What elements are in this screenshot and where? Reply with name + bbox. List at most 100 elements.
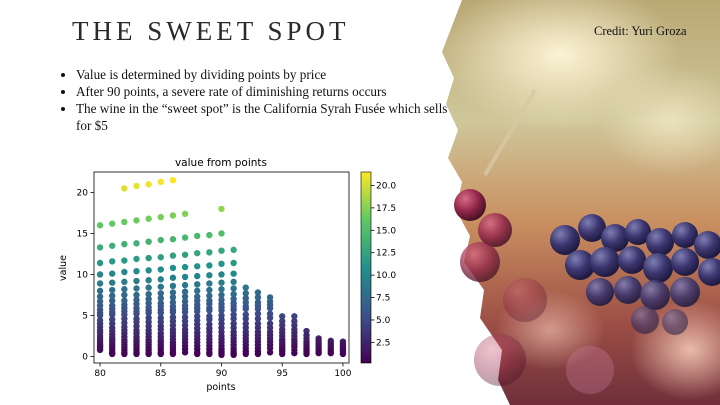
scatter-point	[169, 264, 177, 272]
scatter-point	[254, 315, 262, 322]
scatter-point	[206, 307, 213, 314]
scatter-point	[194, 249, 201, 257]
x-tick-label: 95	[276, 369, 287, 379]
scatter-point	[133, 291, 140, 299]
scatter-point	[230, 278, 237, 286]
scatter-point	[121, 257, 128, 264]
colorbar-tick-label: 12.5	[376, 249, 396, 259]
scatter-point	[109, 311, 116, 318]
scatter-point	[109, 220, 116, 227]
scatter-point	[133, 255, 140, 263]
scatter-point	[133, 267, 140, 275]
scatter-point	[157, 276, 164, 283]
scatter-point	[145, 254, 152, 262]
scatter-point	[169, 282, 177, 290]
scatter-point	[266, 314, 274, 322]
scatter-point	[279, 350, 286, 358]
slide-title: THE SWEET SPOT	[72, 16, 350, 46]
scatter-point	[181, 288, 189, 295]
x-axis-label: points	[206, 382, 235, 393]
scatter-point	[315, 349, 322, 357]
scatter-point	[218, 351, 225, 359]
scatter-chart: value from points 80 85 90 95 100 0 5 10 15 20 p…	[58, 157, 396, 393]
scatter-point	[206, 249, 213, 256]
colorbar-tick-label: 15.0	[376, 226, 396, 236]
scatter-point	[254, 350, 262, 358]
scatter-point	[145, 350, 152, 358]
bullet-item: Value is determined by dividing points b…	[76, 66, 456, 83]
scatter-point	[242, 284, 249, 291]
scatter-point	[169, 274, 177, 281]
scatter-point	[218, 205, 225, 213]
scatter-point	[218, 247, 225, 254]
scatter-point	[145, 277, 152, 284]
scatter-point	[157, 309, 164, 317]
y-axis-label: value	[58, 255, 69, 281]
scatter-point	[121, 185, 128, 192]
grape-photo	[440, 0, 720, 405]
scatter-point	[218, 230, 225, 237]
scatter-point	[206, 280, 213, 287]
scatter-point	[169, 176, 177, 184]
scatter-point	[194, 272, 201, 280]
scatter-point	[206, 231, 213, 239]
scatter-point	[145, 267, 152, 274]
scatter-point	[157, 236, 164, 244]
scatter-point	[339, 350, 347, 358]
scatter-point	[206, 286, 213, 294]
scatter-point	[206, 262, 213, 269]
scatter-point	[181, 263, 189, 271]
y-tick-label: 5	[82, 311, 88, 321]
scatter-point	[145, 290, 152, 298]
scatter-point	[133, 310, 140, 318]
scatter-point	[121, 286, 128, 293]
scatter-point	[121, 278, 128, 286]
scatter-point	[169, 252, 177, 259]
scatter-point	[133, 217, 140, 224]
scatter-point	[109, 242, 116, 249]
scatter-point	[157, 283, 164, 290]
x-tick-label: 80	[94, 369, 106, 379]
scatter-point	[133, 285, 140, 292]
scatter-point	[242, 350, 249, 358]
y-tick-label: 20	[77, 188, 89, 198]
scatter-point	[266, 349, 274, 356]
scatter-point	[133, 240, 140, 247]
colorbar-tick-label: 10.0	[376, 271, 396, 281]
scatter-point	[157, 213, 164, 221]
scatter-point	[169, 212, 177, 219]
scatter-point	[121, 240, 128, 248]
scatter-point	[194, 281, 201, 288]
scatter-point	[206, 316, 213, 323]
scatter-point	[145, 238, 152, 245]
scatter-point	[218, 286, 225, 293]
scatter-point	[242, 315, 249, 322]
scatter-point	[121, 218, 128, 226]
scatter-point	[206, 272, 213, 279]
x-tick-label: 90	[216, 369, 228, 379]
scatter-point	[96, 244, 104, 251]
scatter-point	[133, 277, 140, 285]
scatter-point	[157, 290, 164, 297]
scatter-point	[157, 350, 164, 358]
scatter-point	[254, 294, 262, 301]
scatter-point	[181, 308, 189, 316]
scatter-point	[169, 236, 177, 243]
scatter-point	[218, 291, 225, 299]
bullet-item: The wine in the “sweet spot” is the Cali…	[76, 100, 456, 134]
bullet-item: After 90 points, a severe rate of dimini…	[76, 83, 456, 100]
scatter-point	[145, 309, 152, 317]
scatter-point	[181, 273, 189, 281]
scatter-point	[254, 305, 262, 313]
y-tick-label: 0	[82, 352, 88, 362]
scatter-point	[291, 313, 298, 320]
scatter-point	[206, 292, 213, 299]
scatter-point	[230, 351, 237, 359]
scatter-point	[109, 258, 116, 265]
scatter-point	[145, 181, 152, 188]
scatter-point	[230, 315, 237, 322]
scatter-point	[96, 293, 104, 300]
scatter-point	[121, 268, 128, 276]
scatter-point	[266, 304, 274, 312]
